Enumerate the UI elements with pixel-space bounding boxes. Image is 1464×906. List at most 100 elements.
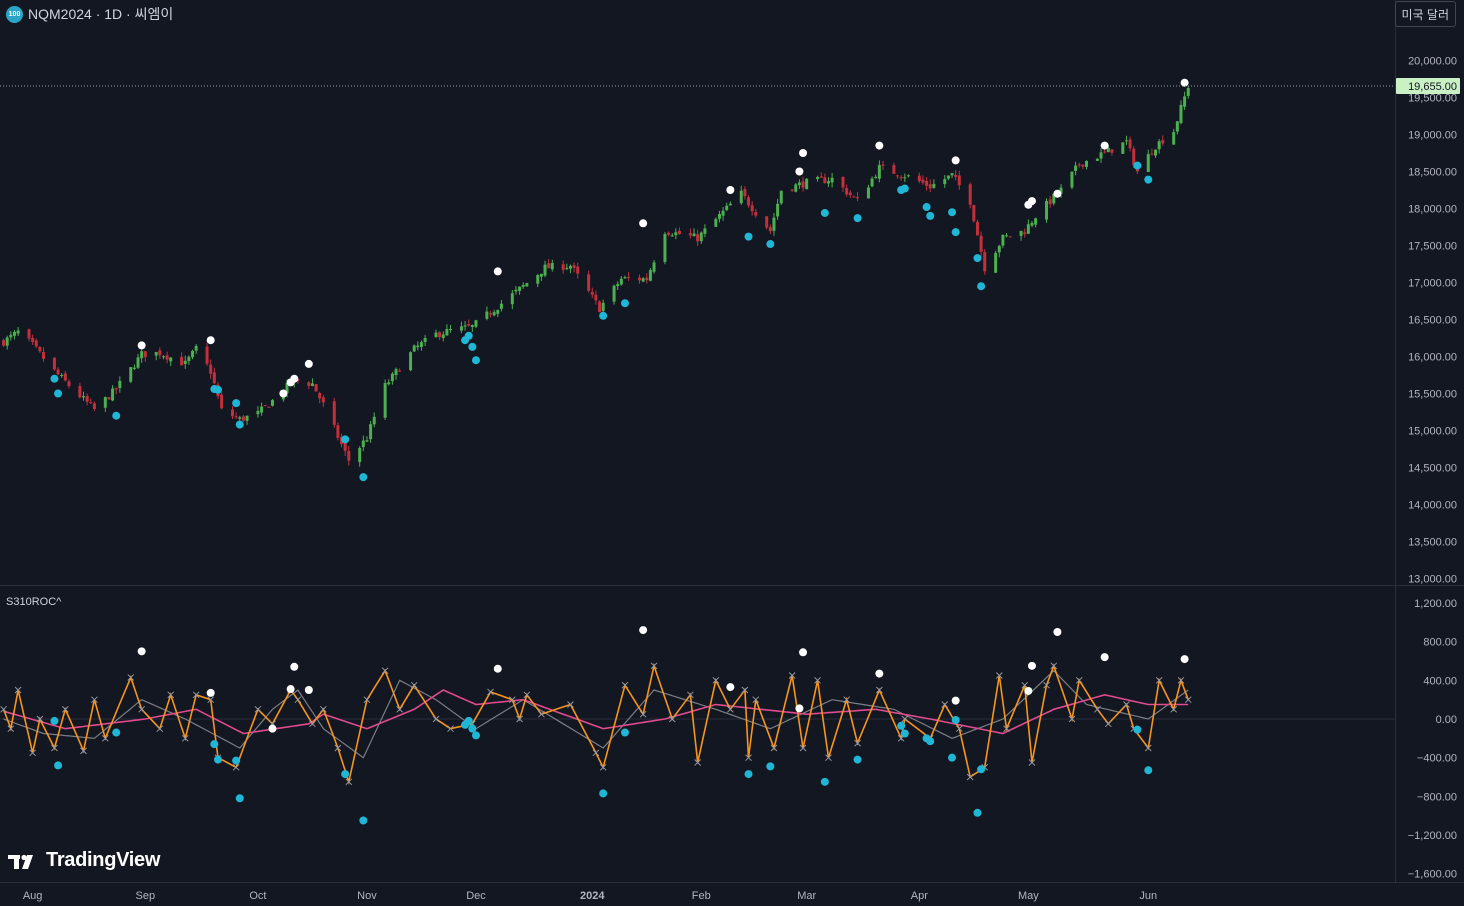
- candle-body: [1132, 148, 1136, 166]
- candle-body: [845, 188, 849, 195]
- symbol-title[interactable]: NQM2024 · 1D · 씨엠이: [28, 6, 174, 22]
- candle: [63, 370, 67, 382]
- candle-body: [347, 450, 351, 461]
- candle-body: [801, 181, 805, 188]
- last-price-text: 19,655.00: [1408, 81, 1457, 93]
- candle-body: [950, 173, 954, 176]
- candle: [946, 175, 950, 181]
- candle-body: [550, 263, 554, 270]
- candle-body: [739, 190, 743, 204]
- candle-body: [318, 393, 322, 399]
- roc-cross-marker: [599, 763, 607, 771]
- candle: [60, 373, 64, 378]
- price-tick-label: 16,500.00: [1408, 315, 1457, 327]
- price-tick-label: 17,000.00: [1408, 278, 1457, 290]
- signal-dot-white: [951, 156, 960, 165]
- price-scale[interactable]: 20,000.00 19,500.00 19,000.00 18,500.00 18,0…: [1408, 56, 1457, 586]
- candle-body: [728, 203, 732, 206]
- candle: [398, 368, 402, 372]
- roc-cross-marker: [727, 705, 734, 713]
- roc-cross-marker: [901, 715, 909, 723]
- candle-body: [1019, 230, 1023, 236]
- candle-body: [158, 350, 162, 356]
- symbol-header[interactable]: 100 NQM2024 · 1D · 씨엠이: [6, 4, 173, 24]
- candle: [310, 378, 314, 387]
- candle-body: [841, 177, 845, 188]
- candle-body: [997, 245, 1001, 253]
- candle: [154, 351, 158, 361]
- candle-body: [136, 357, 140, 368]
- candle-body: [169, 357, 173, 362]
- roc-dot-cyan: [744, 770, 753, 779]
- signal-dot-cyan: [951, 228, 960, 237]
- candle: [892, 162, 896, 174]
- roc-cross-marker: [825, 754, 832, 762]
- candle: [118, 376, 122, 393]
- candle: [412, 344, 416, 353]
- roc-dot-cyan: [853, 755, 862, 764]
- time-scale[interactable]: Aug Sep Oct Nov Dec 2024 Feb Mar Apr May Jun: [23, 890, 1157, 902]
- candle-body: [463, 325, 467, 327]
- candle: [826, 177, 830, 187]
- candle: [979, 231, 983, 257]
- candle-body: [441, 334, 445, 339]
- roc-cross-marker: [138, 705, 146, 713]
- candle: [623, 275, 627, 279]
- candle: [103, 396, 107, 412]
- time-tick-label: May: [1018, 890, 1039, 902]
- candle-body: [830, 177, 834, 183]
- roc-dot-white: [799, 648, 808, 657]
- candle: [423, 334, 427, 346]
- price-tick-label: 19,000.00: [1408, 130, 1457, 142]
- indicator-tick-label: −400.00: [1417, 753, 1457, 765]
- candle: [365, 436, 369, 443]
- indicator-title[interactable]: S310ROC^: [6, 596, 62, 608]
- candle-body: [1077, 164, 1081, 166]
- roc-cross-marker: [712, 676, 720, 684]
- roc-dot-cyan: [977, 765, 986, 774]
- roc-cross-marker: [1177, 676, 1185, 684]
- candle-body: [445, 328, 449, 336]
- candle-body: [619, 278, 623, 285]
- candle-body: [576, 266, 580, 274]
- candle-body: [1186, 88, 1190, 96]
- candle: [674, 228, 678, 240]
- candle-body: [946, 175, 950, 179]
- candle: [419, 340, 423, 351]
- candle-body: [398, 370, 402, 372]
- candle-body: [434, 332, 438, 338]
- time-tick-label: Feb: [692, 890, 711, 902]
- roc-cross-marker: [294, 696, 302, 704]
- currency-button[interactable]: 미국 달러: [1394, 1, 1456, 27]
- roc-cross-marker: [1043, 681, 1050, 689]
- roc-dot-white: [304, 686, 313, 694]
- candle-body: [877, 165, 881, 179]
- candle: [514, 286, 518, 295]
- candle: [779, 190, 783, 205]
- candle: [434, 329, 438, 338]
- candle: [547, 259, 551, 269]
- roc-cross-marker: [508, 696, 516, 704]
- roc-cross-marker: [1050, 662, 1058, 670]
- candle-body: [547, 263, 551, 269]
- indicator-scale[interactable]: 1,200.00 800.00 400.00 0.00 −400.00 −800.00 −1…: [1408, 598, 1457, 881]
- price-tick-label: 19,500.00: [1408, 93, 1457, 105]
- candle: [750, 201, 754, 216]
- candle-body: [92, 403, 96, 410]
- candle: [866, 184, 870, 199]
- candle-body: [866, 187, 870, 199]
- candle: [1023, 228, 1027, 238]
- tradingview-logo[interactable]: TradingView: [8, 849, 160, 872]
- roc-cross-marker: [309, 720, 316, 728]
- candle-body: [677, 230, 681, 235]
- candle-body: [419, 342, 423, 347]
- candle-body: [161, 356, 165, 358]
- roc-dot-cyan: [213, 755, 222, 764]
- candle: [714, 217, 718, 227]
- roc-dot-cyan: [926, 737, 935, 746]
- candle-body: [209, 364, 213, 374]
- candle-body: [31, 337, 35, 342]
- roc-slow-line: [3, 689, 1189, 735]
- candle: [499, 299, 503, 312]
